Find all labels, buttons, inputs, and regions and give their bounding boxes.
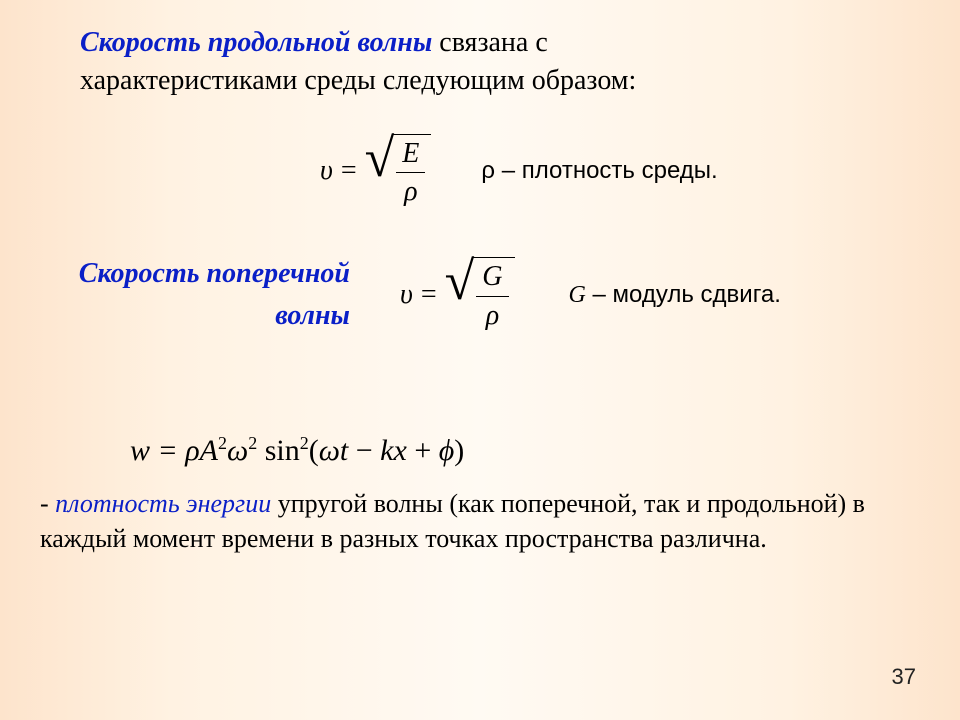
- rho-label-text: – плотность среды.: [495, 157, 718, 184]
- term-transverse: Скорость поперечной волны: [40, 253, 350, 337]
- sqrt-icon-2: √ G ρ: [445, 257, 515, 332]
- radicand-2: G ρ: [472, 257, 514, 332]
- longitudinal-formula-block: υ = √ E ρ ρ – плотность среды.: [320, 134, 920, 209]
- G-label: G – модуль сдвига.: [569, 281, 781, 309]
- term-longitudinal: Скорость продольной волны: [80, 27, 432, 58]
- G-label-text: – модуль сдвига.: [586, 281, 781, 308]
- A-sq: 2: [218, 433, 227, 453]
- slide-root: Скорость продольной волны связана с хара…: [0, 0, 960, 720]
- G-symbol: G: [569, 282, 586, 308]
- sin-fn: sin: [265, 434, 300, 467]
- omega-sym: ω: [227, 434, 248, 467]
- omega2: ω: [319, 434, 340, 467]
- omega-sq: 2: [248, 433, 257, 453]
- intro-line2: характеристиками среды следующим образом…: [80, 65, 636, 96]
- open-paren: (: [309, 434, 319, 467]
- t-sym: t: [340, 434, 348, 467]
- eq1-den: ρ: [398, 175, 423, 209]
- k-sym: k: [380, 434, 393, 467]
- transverse-title-l2: волны: [275, 300, 350, 331]
- radical-sign: √: [365, 137, 395, 212]
- intro-rest1: связана с: [432, 27, 548, 58]
- sqrt-icon: √ E ρ: [365, 134, 432, 209]
- rho-label: ρ – плотность среды.: [481, 157, 717, 185]
- transverse-formula-block: Скорость поперечной волны υ = √ G ρ G – …: [40, 253, 920, 337]
- footer-highlight: плотность энергии: [55, 489, 271, 518]
- close-paren: ): [454, 434, 464, 467]
- plus: +: [407, 434, 439, 467]
- radicand-1: E ρ: [392, 134, 431, 209]
- intro-paragraph: Скорость продольной волны связана с хара…: [80, 24, 920, 100]
- eq2-eq: =: [421, 279, 437, 311]
- frac-E-rho: E ρ: [396, 137, 425, 209]
- radical-sign-2: √: [445, 260, 475, 335]
- w-eq: w =: [130, 434, 185, 467]
- eq1-eq: =: [341, 155, 357, 187]
- footer-paragraph: - плотность энергии упругой волны (как п…: [40, 486, 920, 556]
- transverse-title-l1: Скорость поперечной: [79, 258, 350, 289]
- rho-symbol: ρ: [481, 157, 495, 184]
- eq2-num: G: [476, 260, 508, 294]
- eq2-den: ρ: [480, 299, 505, 333]
- energy-density-formula: w = ρA2ω2 sin2(ωt − kx + ϕ): [130, 433, 920, 468]
- frac-G-rho: G ρ: [476, 260, 508, 332]
- rho-sym: ρ: [185, 434, 199, 467]
- A-sym: A: [200, 434, 218, 467]
- fraction-bar: [396, 172, 425, 173]
- eq1-num: E: [396, 137, 425, 171]
- footer-lead: -: [40, 489, 55, 518]
- eq1-lhs: υ: [320, 155, 333, 187]
- sin-sq: 2: [300, 433, 309, 453]
- eq2-lhs: υ: [400, 279, 413, 311]
- eq-transverse: υ = √ G ρ: [400, 257, 515, 332]
- minus: −: [348, 434, 380, 467]
- eq-longitudinal: υ = √ E ρ: [320, 134, 431, 209]
- phi-sym: ϕ: [439, 434, 455, 467]
- x-sym: x: [393, 434, 406, 467]
- page-number: 37: [892, 664, 916, 690]
- fraction-bar-2: [476, 296, 508, 297]
